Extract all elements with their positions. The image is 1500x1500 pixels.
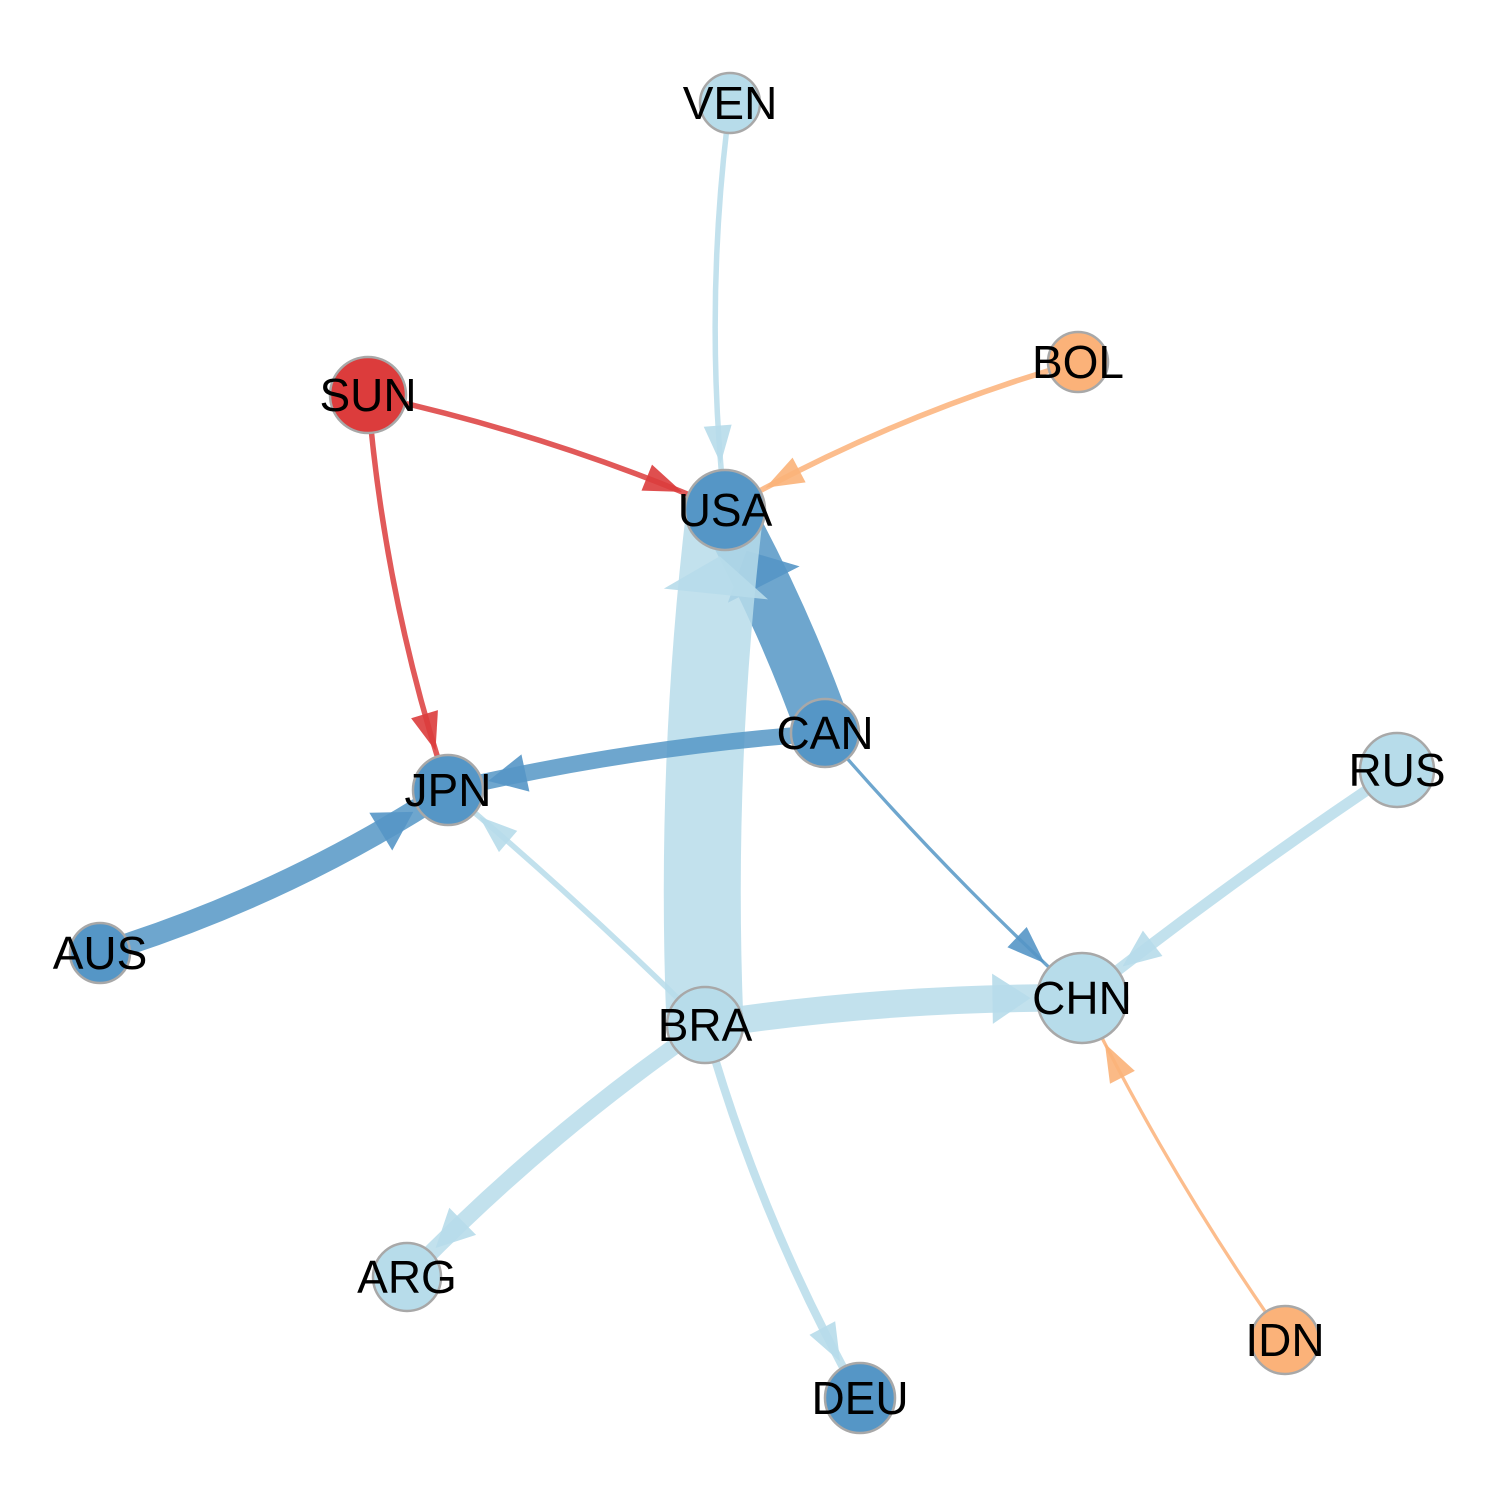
- edge-rus-chn: [1076, 764, 1403, 1004]
- node-label: USA: [678, 484, 773, 536]
- node-circle: [371, 1241, 443, 1313]
- node-ven: VEN: [683, 71, 778, 135]
- node-label: IDN: [1245, 1314, 1324, 1366]
- edge-aus-jpn: [89, 779, 459, 964]
- edge-arrowhead: [369, 811, 414, 851]
- node-chn: CHN: [1032, 951, 1132, 1045]
- edge-line: [691, 984, 1096, 1039]
- edge-bra-jpn: [445, 787, 708, 1028]
- edge-arrowhead: [411, 710, 438, 751]
- node-jpn: JPN: [405, 753, 492, 827]
- node-circle: [1358, 731, 1436, 809]
- edge-line: [365, 392, 728, 513]
- node-circle: [665, 985, 745, 1065]
- edge-arrowhead: [663, 556, 769, 600]
- node-circle: [1035, 951, 1129, 1045]
- edge-line: [722, 359, 1081, 513]
- edge-arrowhead: [765, 457, 806, 488]
- node-can: CAN: [776, 697, 874, 769]
- edge-arrowhead: [479, 816, 518, 853]
- edge-sun-jpn: [365, 392, 451, 793]
- edge-bra-usa: [663, 471, 769, 1064]
- edge-arrowhead: [435, 1207, 477, 1249]
- edge-arrowhead: [703, 424, 732, 464]
- node-label: CHN: [1032, 972, 1132, 1024]
- edge-can-jpn: [439, 724, 834, 799]
- node-bol: BOL: [1032, 330, 1124, 394]
- node-circle: [789, 697, 861, 769]
- node-circle: [1046, 330, 1110, 394]
- edge-bol-usa: [722, 359, 1081, 513]
- node-label: BRA: [658, 999, 753, 1051]
- node-circle: [1249, 1304, 1321, 1376]
- edge-bra-arg: [398, 1016, 714, 1286]
- node-aus: AUS: [53, 921, 148, 985]
- node-label: CAN: [776, 707, 873, 759]
- node-label: RUS: [1348, 744, 1445, 796]
- node-rus: RUS: [1348, 731, 1446, 809]
- edge-arrowhead: [1104, 1043, 1135, 1084]
- edges-layer: [89, 100, 1403, 1403]
- node-label: BOL: [1032, 336, 1124, 388]
- edge-can-chn: [823, 731, 1084, 1000]
- node-circle: [328, 355, 408, 435]
- edge-bra-deu: [700, 1020, 865, 1403]
- node-label: VEN: [683, 77, 778, 129]
- edge-ven-usa: [703, 100, 733, 513]
- node-label: DEU: [811, 1372, 908, 1424]
- node-circle: [823, 1361, 897, 1435]
- edge-arrowhead: [488, 754, 530, 792]
- node-label: JPN: [405, 764, 492, 816]
- edge-arrowhead: [1122, 930, 1163, 967]
- node-circle: [68, 921, 132, 985]
- node-label: AUS: [53, 927, 148, 979]
- edge-arrowhead: [992, 973, 1031, 1024]
- node-circle: [698, 71, 762, 135]
- node-label: SUN: [319, 369, 416, 421]
- edge-line: [823, 731, 1084, 1000]
- node-circle: [683, 468, 767, 552]
- edge-arrowhead: [809, 1321, 841, 1362]
- node-deu: DEU: [811, 1361, 909, 1435]
- node-idn: IDN: [1245, 1304, 1325, 1376]
- edge-arrowhead: [641, 464, 682, 492]
- edge-arrowhead: [1007, 926, 1045, 964]
- node-bra: BRA: [658, 985, 753, 1065]
- node-label: ARG: [357, 1251, 457, 1303]
- edge-idn-chn: [1080, 996, 1287, 1342]
- edge-bra-chn: [691, 973, 1096, 1039]
- edge-line: [1080, 996, 1287, 1342]
- nodes-layer: VEN SUN BOL USA CAN RUS JPN AUS CHN BRA ARG IDN DEU: [53, 71, 1446, 1435]
- node-sun: SUN: [319, 355, 417, 435]
- node-circle: [411, 753, 485, 827]
- node-arg: ARG: [357, 1241, 457, 1313]
- node-usa: USA: [678, 468, 773, 552]
- edge-sun-usa: [365, 392, 728, 513]
